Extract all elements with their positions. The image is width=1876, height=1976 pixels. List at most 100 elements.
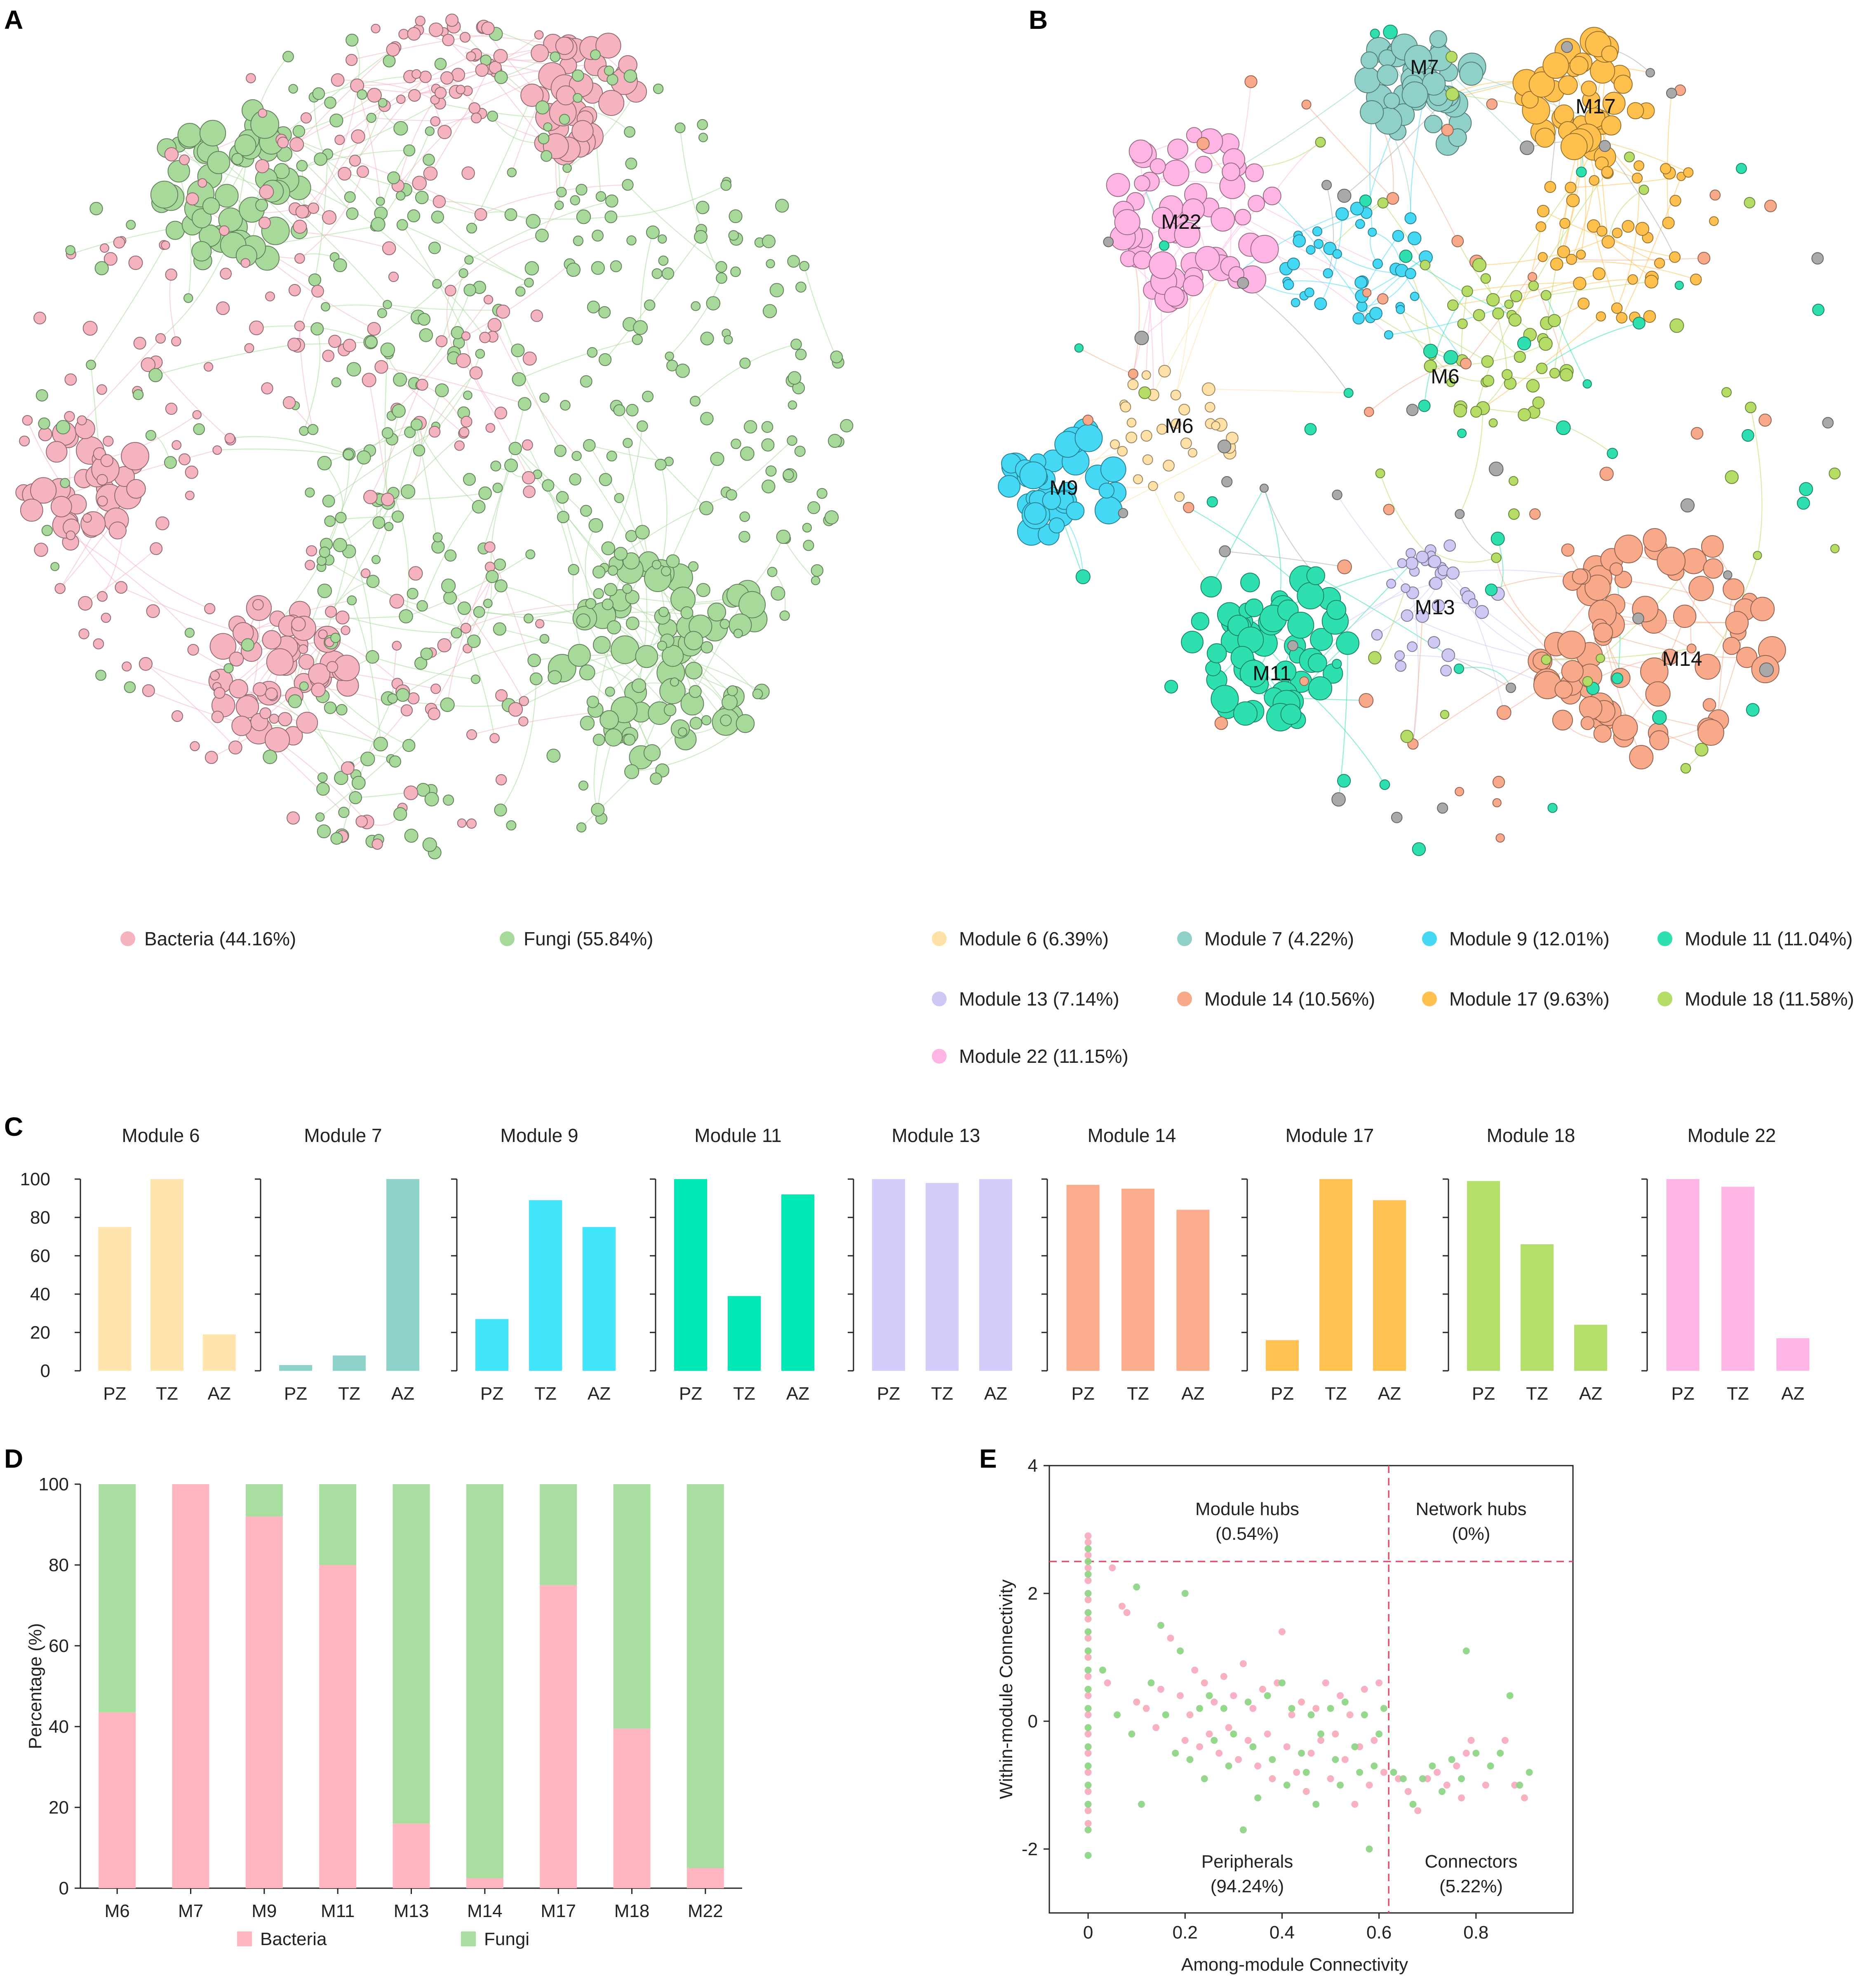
net-a-node: [220, 268, 232, 280]
net-a-node: [100, 454, 113, 467]
e-point-bacteria: [1084, 1788, 1092, 1795]
c-chart-title: Module 13: [892, 1125, 980, 1146]
net-b-node: [1427, 636, 1440, 649]
net-b-node: [1244, 75, 1258, 88]
d-bar-fungi-m17: [540, 1484, 577, 1585]
net-b-node: [1472, 258, 1487, 273]
net-b-edge: [1317, 563, 1412, 663]
e-point-bacteria: [1302, 1788, 1310, 1795]
net-b-node: [1611, 672, 1623, 684]
net-a-node: [56, 420, 71, 435]
e-point-bacteria: [1084, 1769, 1092, 1776]
net-b-node: [1451, 235, 1464, 247]
net-b-node: [1812, 303, 1825, 316]
d-bar-bacteria-m7: [172, 1484, 209, 1888]
net-a-node: [729, 209, 743, 223]
net-b-edge: [1263, 488, 1281, 599]
net-b-node: [1250, 235, 1279, 263]
net-a-node: [508, 702, 523, 717]
net-b-node: [1759, 662, 1774, 677]
net-a-node: [223, 663, 234, 674]
net-b-edge: [1320, 214, 1343, 304]
net-b-node: [1110, 439, 1120, 449]
e-point-bacteria: [1501, 1737, 1509, 1744]
net-b-node: [1222, 162, 1241, 181]
net-b-node: [1372, 258, 1383, 269]
net-a-node: [322, 495, 335, 508]
e-point-bacteria: [1254, 1762, 1262, 1769]
c-chart-title: Module 6: [122, 1125, 200, 1146]
net-a-edge: [616, 406, 707, 509]
net-a-node: [333, 258, 347, 272]
net-a-node: [191, 241, 212, 262]
net-b-node: [1799, 482, 1813, 496]
net-a-edge: [341, 698, 393, 836]
net-a-node: [539, 634, 550, 644]
net-b-edge: [1608, 189, 1644, 242]
net-b-node: [1386, 578, 1396, 589]
net-b-node: [1592, 267, 1606, 280]
net-b-node: [1337, 188, 1352, 203]
net-a-node: [94, 261, 109, 275]
net-a-node: [133, 336, 146, 350]
net-a-node: [529, 672, 543, 686]
net-a-edge: [494, 324, 577, 456]
net-a-node: [635, 525, 650, 540]
net-a-node: [542, 479, 555, 492]
net-a-node: [310, 322, 324, 336]
net-b-edge: [1362, 273, 1411, 307]
net-b-node: [1314, 297, 1327, 310]
net-a-node: [108, 522, 127, 540]
net-b-node: [1576, 167, 1587, 178]
net-b-edge: [1533, 172, 1608, 286]
net-a-node: [430, 684, 441, 694]
net-b-node: [1094, 496, 1123, 524]
e-point-bacteria: [1177, 1692, 1184, 1699]
c-bar-az: [1776, 1338, 1810, 1371]
e-point-fungi: [1084, 1590, 1092, 1597]
net-b-node: [1408, 231, 1422, 245]
net-a-node: [816, 488, 828, 499]
net-b-node: [1589, 175, 1600, 186]
c-xtick-label: TZ: [1727, 1384, 1749, 1404]
c-xtick-label: AZ: [588, 1384, 611, 1404]
net-b-node: [1723, 637, 1741, 655]
net-a-node: [787, 255, 800, 268]
net-b-node: [1401, 583, 1411, 593]
legend-a-dot: [120, 931, 135, 946]
net-a-node: [592, 733, 605, 746]
net-b-node: [1211, 421, 1220, 430]
net-b-node: [1350, 202, 1364, 216]
e-point-bacteria: [1404, 1788, 1412, 1795]
net-b-node: [1443, 539, 1456, 552]
net-b-node: [1537, 252, 1548, 262]
e-point-bacteria: [1327, 1775, 1334, 1782]
e-point-bacteria: [1201, 1679, 1208, 1687]
net-b-node: [1410, 291, 1420, 301]
net-a-node: [333, 538, 347, 552]
net-b-node: [1544, 181, 1556, 193]
legend-a-label: Bacteria (44.16%): [144, 928, 296, 949]
net-b-node: [1602, 92, 1626, 115]
net-b-node: [1473, 309, 1486, 321]
c-bar-tz: [1319, 1179, 1352, 1371]
c-xtick-label: TZ: [1526, 1384, 1548, 1404]
net-a-edge: [640, 232, 654, 328]
net-b-node: [1453, 663, 1465, 674]
net-a-edge: [369, 380, 388, 500]
net-a-node: [487, 318, 502, 332]
net-a-node: [469, 366, 483, 380]
e-point-fungi: [1497, 1750, 1504, 1757]
net-a-node: [207, 151, 230, 174]
net-a-node: [518, 716, 529, 727]
e-point-bacteria: [1482, 1781, 1489, 1789]
net-b-node: [1120, 401, 1131, 413]
net-a-node: [265, 291, 275, 301]
net-a-node: [736, 714, 755, 733]
e-point-bacteria: [1084, 1692, 1092, 1699]
net-b-node: [1666, 87, 1677, 99]
net-b-node: [1635, 222, 1650, 236]
net-a-node: [209, 633, 237, 660]
net-a-node: [437, 125, 452, 139]
e-point-bacteria: [1084, 1807, 1092, 1814]
